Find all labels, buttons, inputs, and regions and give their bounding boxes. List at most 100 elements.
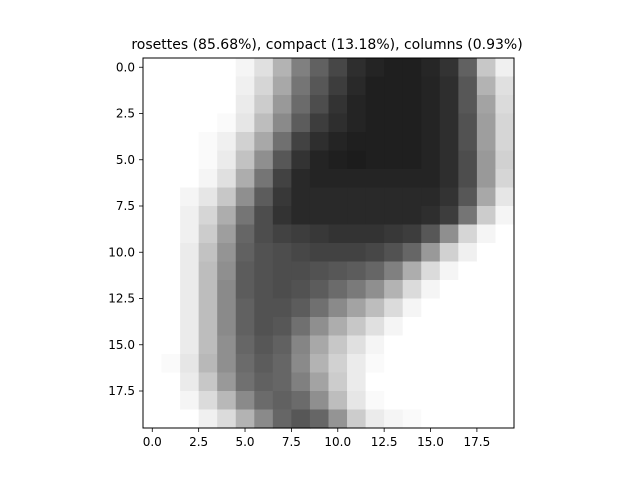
- heatmap-cell: [254, 354, 274, 374]
- chart-title: rosettes (85.68%), compact (13.18%), col…: [131, 37, 522, 53]
- heatmap-cell: [384, 317, 404, 337]
- heatmap-cell: [347, 243, 367, 263]
- heatmap-cell: [217, 224, 237, 244]
- heatmap-cell: [347, 317, 367, 337]
- heatmap-cell: [217, 76, 237, 96]
- heatmap-cell: [365, 354, 385, 374]
- heatmap-cell: [143, 243, 163, 263]
- heatmap-cell: [143, 206, 163, 226]
- heatmap-cell: [384, 95, 404, 115]
- heatmap-cell: [439, 280, 459, 300]
- heatmap-cell: [235, 206, 255, 226]
- heatmap-cell: [198, 391, 218, 411]
- heatmap-cell: [402, 354, 422, 374]
- heatmap-cell: [458, 243, 478, 263]
- heatmap-cell: [458, 224, 478, 244]
- heatmap-cell: [347, 335, 367, 355]
- heatmap-cell: [198, 206, 218, 226]
- heatmap-cell: [458, 76, 478, 96]
- heatmap-cell: [476, 261, 497, 281]
- heatmap-cell: [476, 224, 497, 244]
- heatmap-cell: [161, 113, 181, 133]
- heatmap-cell: [180, 95, 200, 115]
- heatmap-cell: [384, 372, 404, 392]
- heatmap-cell: [365, 372, 385, 392]
- heatmap-cell: [291, 391, 311, 411]
- heatmap-cell: [421, 132, 441, 152]
- heatmap-cell: [402, 76, 422, 96]
- heatmap-cell: [421, 280, 441, 300]
- heatmap-cell: [365, 76, 385, 96]
- heatmap-cell: [421, 169, 441, 189]
- heatmap-cell: [217, 391, 237, 411]
- x-tick-label: 12.5: [371, 435, 398, 449]
- heatmap-cell: [476, 169, 497, 189]
- heatmap-cell: [309, 298, 330, 318]
- heatmap-cell: [384, 76, 404, 96]
- heatmap-cell: [198, 76, 218, 96]
- heatmap-cell: [180, 150, 200, 170]
- heatmap-cell: [161, 206, 181, 226]
- heatmap-cell: [495, 224, 515, 244]
- heatmap-cell: [421, 187, 441, 207]
- heatmap-cell: [384, 113, 404, 133]
- heatmap-cell: [235, 280, 255, 300]
- heatmap-cell: [421, 58, 441, 78]
- heatmap-cell: [402, 169, 422, 189]
- heatmap-cell: [402, 95, 422, 115]
- heatmap-cell: [402, 132, 422, 152]
- heatmap-cell: [161, 317, 181, 337]
- heatmap-cell: [235, 391, 255, 411]
- heatmap-cell: [476, 372, 497, 392]
- heatmap-cell: [421, 95, 441, 115]
- heatmap-cell: [458, 206, 478, 226]
- heatmap-cell: [421, 372, 441, 392]
- heatmap-cell: [309, 113, 330, 133]
- heatmap-cell: [458, 335, 478, 355]
- heatmap-cell: [421, 391, 441, 411]
- heatmap-cell: [254, 224, 274, 244]
- heatmap-cell: [254, 372, 274, 392]
- heatmap-cell: [439, 150, 459, 170]
- heatmap-cell: [272, 317, 292, 337]
- heatmap-cell: [198, 169, 218, 189]
- heatmap-cell: [458, 150, 478, 170]
- heatmap-cell: [272, 372, 292, 392]
- heatmap-cell: [217, 335, 237, 355]
- heatmap-cell: [198, 409, 218, 429]
- heatmap-cell: [439, 132, 459, 152]
- x-tick-label: 15.0: [417, 435, 444, 449]
- heatmap-cell: [217, 150, 237, 170]
- heatmap-cell: [161, 132, 181, 152]
- heatmap-cell: [272, 261, 292, 281]
- heatmap-cell: [347, 261, 367, 281]
- heatmap-cell: [458, 298, 478, 318]
- heatmap-cell: [217, 280, 237, 300]
- heatmap-cell: [309, 409, 330, 429]
- heatmap-cell: [309, 187, 330, 207]
- heatmap-cell: [180, 372, 200, 392]
- heatmap-cell: [328, 298, 348, 318]
- heatmap-cell: [291, 113, 311, 133]
- heatmap-cell: [384, 224, 404, 244]
- heatmap-cell: [347, 58, 367, 78]
- heatmap-cell: [254, 317, 274, 337]
- heatmap-cell: [365, 224, 385, 244]
- heatmap-cell: [143, 354, 163, 374]
- heatmap-cell: [458, 132, 478, 152]
- heatmap-cell: [198, 187, 218, 207]
- heatmap-cell: [198, 224, 218, 244]
- heatmap-cell: [476, 58, 497, 78]
- y-axis: 0.0 2.5 5.0 7.5 10.0 12.5 15.0 17.5: [108, 60, 143, 398]
- heatmap-cell: [347, 76, 367, 96]
- heatmap-cell: [458, 169, 478, 189]
- heatmap-cell: [198, 335, 218, 355]
- heatmap-cell: [291, 169, 311, 189]
- heatmap-cell: [365, 261, 385, 281]
- heatmap-cell: [309, 58, 330, 78]
- heatmap-cell: [143, 150, 163, 170]
- heatmap-cell: [384, 409, 404, 429]
- heatmap-cell: [272, 206, 292, 226]
- heatmap-cell: [384, 187, 404, 207]
- heatmap-cell: [495, 298, 515, 318]
